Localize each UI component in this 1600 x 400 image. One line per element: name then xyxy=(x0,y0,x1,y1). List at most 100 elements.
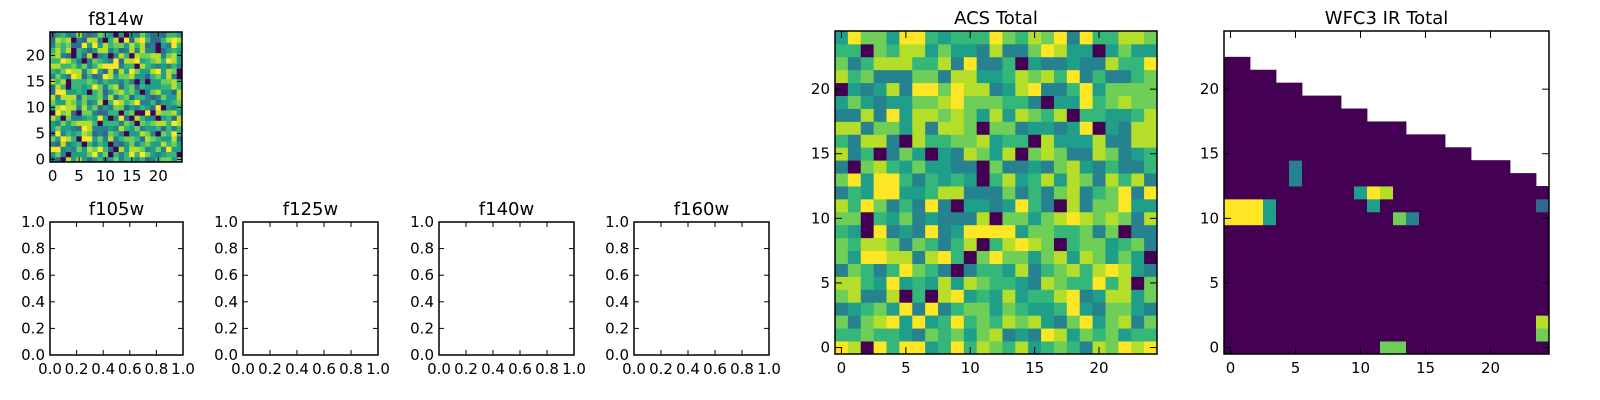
heatmap-cell xyxy=(925,56,939,71)
heatmap-cell xyxy=(1315,108,1329,122)
heatmap-cell xyxy=(76,78,83,85)
heatmap-cell xyxy=(1471,173,1485,187)
heatmap-cell xyxy=(1002,186,1016,200)
heatmap-cell xyxy=(1144,43,1158,58)
heatmap-cell xyxy=(145,156,151,163)
heatmap-cell xyxy=(1380,302,1394,316)
heatmap-cell xyxy=(1066,211,1081,226)
heatmap-cell xyxy=(171,68,178,74)
heatmap-cell xyxy=(1105,134,1119,148)
heatmap-cell xyxy=(134,63,141,69)
heatmap-cell xyxy=(123,141,130,147)
heatmap-cell xyxy=(166,37,172,43)
heatmap-cell xyxy=(1510,289,1524,303)
heatmap-cell xyxy=(86,99,93,106)
heatmap-cell xyxy=(81,94,88,100)
heatmap-cell xyxy=(76,84,83,90)
heatmap-cell xyxy=(129,130,135,137)
y-tick-label: 0.0 xyxy=(214,346,238,364)
heatmap-cell xyxy=(1328,108,1342,122)
heatmap-cell xyxy=(155,73,162,80)
heatmap-cell xyxy=(129,63,135,69)
heatmap-cell xyxy=(139,94,146,100)
heatmap-cell xyxy=(55,99,61,106)
y-tick-label: 0.2 xyxy=(21,319,45,337)
heatmap-cell xyxy=(155,78,162,85)
heatmap-cell xyxy=(835,237,849,252)
heatmap-cell xyxy=(166,104,172,111)
heatmap-cell xyxy=(1471,250,1485,264)
heatmap-cell xyxy=(1041,289,1055,303)
heatmap-cell xyxy=(108,37,114,43)
heatmap-cell xyxy=(97,78,104,85)
heatmap-cell xyxy=(1053,315,1068,329)
heatmap-cell xyxy=(860,69,875,84)
heatmap-cell xyxy=(1471,237,1485,252)
heatmap-cell xyxy=(1328,263,1342,277)
heatmap-cell xyxy=(65,37,72,43)
heatmap-cell xyxy=(1263,302,1277,316)
heatmap-cell xyxy=(1315,95,1329,109)
x-tick-label: 0.8 xyxy=(339,360,363,378)
heatmap-cell xyxy=(155,141,162,147)
heatmap-cell xyxy=(963,82,978,96)
heatmap-cell xyxy=(1079,198,1093,213)
heatmap-cell xyxy=(950,328,965,342)
heatmap-cell xyxy=(171,156,178,163)
heatmap-cell xyxy=(102,130,109,137)
heatmap-cell xyxy=(123,156,130,163)
heatmap-cell xyxy=(1053,31,1068,45)
heatmap-cell xyxy=(1131,250,1145,264)
heatmap-cell xyxy=(50,120,56,126)
heatmap-cell xyxy=(1406,147,1420,161)
heatmap-cell xyxy=(1328,250,1342,264)
heatmap-cell xyxy=(963,315,978,329)
heatmap-cell xyxy=(1118,289,1132,303)
heatmap-cell xyxy=(1066,31,1081,45)
heatmap-cell xyxy=(873,82,887,96)
heatmap-cell xyxy=(873,250,887,264)
heatmap-cell xyxy=(50,115,56,121)
heatmap-cell xyxy=(92,47,98,54)
heatmap-cell xyxy=(1484,250,1498,264)
heatmap-cell xyxy=(938,224,952,239)
heatmap-cell xyxy=(1053,95,1068,109)
heatmap-cell xyxy=(925,250,939,264)
heatmap-cell xyxy=(1432,250,1446,264)
heatmap-cell xyxy=(925,147,939,161)
heatmap-cell xyxy=(963,211,978,226)
heatmap-cell xyxy=(860,224,875,239)
heatmap-cell xyxy=(1028,237,1042,252)
heatmap-cell xyxy=(1367,341,1381,355)
heatmap-cell xyxy=(139,120,146,126)
heatmap-cell xyxy=(139,52,146,59)
heatmap-cell xyxy=(1276,263,1290,277)
heatmap-cell xyxy=(50,73,56,80)
heatmap-cell xyxy=(1419,186,1433,200)
heatmap-cell xyxy=(71,110,77,116)
heatmap-cell xyxy=(912,95,926,109)
heatmap-cell xyxy=(1224,250,1238,264)
heatmap-cell xyxy=(134,151,141,158)
heatmap-cell xyxy=(1367,250,1381,264)
heatmap-cell xyxy=(1393,224,1407,239)
heatmap-cell xyxy=(97,136,104,142)
heatmap-cell xyxy=(1250,250,1264,264)
heatmap-cell xyxy=(92,73,98,80)
heatmap-cell xyxy=(976,315,990,329)
heatmap-cell xyxy=(155,52,162,59)
heatmap-cell xyxy=(145,32,151,38)
heatmap-cell xyxy=(171,47,178,54)
heatmap-cell xyxy=(76,52,83,59)
heatmap-cell xyxy=(145,115,151,121)
heatmap-cell xyxy=(886,250,900,264)
heatmap-cell xyxy=(71,136,77,142)
heatmap-cell xyxy=(1105,108,1119,122)
heatmap-cell xyxy=(65,32,72,38)
heatmap-cell xyxy=(155,58,162,64)
heatmap-cell xyxy=(1354,211,1368,226)
heatmap-cell xyxy=(129,84,135,90)
heatmap-cell xyxy=(81,120,88,126)
heatmap-cell xyxy=(925,341,939,355)
heatmap-cell xyxy=(150,115,156,121)
